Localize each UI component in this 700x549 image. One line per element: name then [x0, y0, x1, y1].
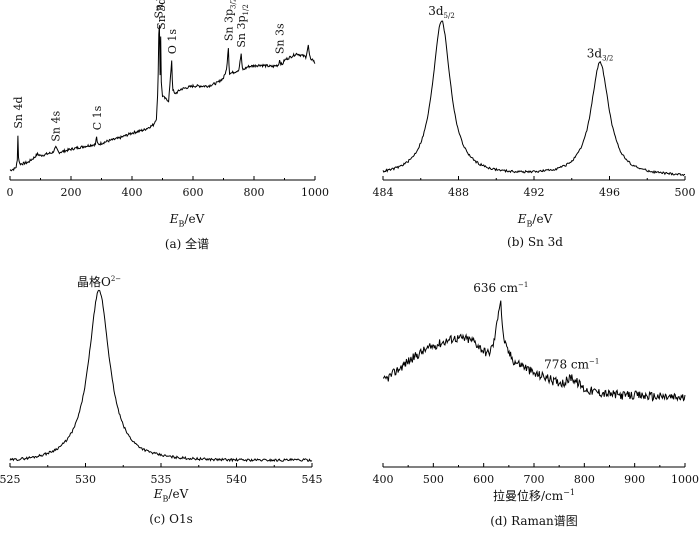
- x-tick-label-d-6: 1000: [671, 473, 699, 486]
- x-tick-label-d-0: 400: [373, 473, 394, 486]
- x-tick-label-c-2: 535: [151, 473, 172, 486]
- xlabel-unit: /eV: [532, 212, 553, 226]
- chart-b: 484 488 492 496 500 3d5/2 3d3/2: [373, 4, 696, 199]
- annotation-a-2: C 1s: [91, 105, 104, 130]
- series-line-c: [9, 289, 313, 463]
- xlabel-superscript: −1: [563, 488, 575, 497]
- xlabel-subscript: B: [526, 219, 533, 229]
- x-tick-label-d-3: 700: [524, 473, 545, 486]
- annotation-a-8: Sn 3s: [274, 23, 287, 54]
- x-tick-label-b-1: 488: [448, 186, 469, 199]
- annotation-a-1: Sn 4s: [50, 110, 63, 141]
- annotation-c-0: 晶格O2−: [77, 274, 121, 289]
- series-line-d: [383, 300, 686, 402]
- xlabel-unit: /eV: [168, 487, 189, 501]
- annotation-a-0: Sn 4d: [12, 96, 25, 128]
- annotation-b-0: 3d5/2: [428, 4, 455, 20]
- x-tick-label-a-2: 400: [122, 186, 143, 199]
- xlabel-symbol: E: [153, 487, 163, 501]
- annotation-a-5: O 1s: [166, 29, 179, 55]
- x-tick-label-b-4: 500: [675, 186, 696, 199]
- x-tick-label-b-0: 484: [373, 186, 394, 199]
- x-tick-label-c-3: 540: [226, 473, 247, 486]
- xlabel-unit: /eV: [184, 212, 205, 226]
- chart-c: 525 530 535 540 545 晶格O2−: [0, 274, 323, 486]
- x-tick-label-d-5: 900: [624, 473, 645, 486]
- annotation-a-7: Sn 3p1/2: [235, 4, 250, 47]
- x-tick-label-d-4: 800: [574, 473, 595, 486]
- caption-d: (d) Raman谱图: [490, 514, 578, 528]
- xlabel-subscript: B: [178, 219, 185, 229]
- x-tick-label-a-3: 600: [183, 186, 204, 199]
- x-tick-label-a-0: 0: [7, 186, 14, 199]
- annotation-a-4: Sn 3d3/2: [155, 0, 170, 30]
- x-tick-label-d-2: 600: [473, 473, 494, 486]
- series-line-a: [9, 25, 316, 172]
- x-tick-label-a-5: 1000: [301, 186, 329, 199]
- panel-c: 525 530 535 540 545 晶格O2− EB/eV (c) O1s: [0, 274, 350, 548]
- panel-d: 400 500 600 700 800 900 1000 636 cm−1 778 cm−1 拉…: [350, 274, 700, 548]
- xlabel-symbol: E: [169, 212, 179, 226]
- annotation-b-1: 3d3/2: [587, 46, 614, 62]
- xlabel-d: 拉曼位移/cm−1: [359, 487, 700, 504]
- x-tick-label-c-4: 545: [302, 473, 323, 486]
- x-tick-label-a-1: 200: [61, 186, 82, 199]
- caption-b: (b) Sn 3d: [507, 235, 563, 249]
- caption-a: (a) 全谱: [164, 237, 210, 251]
- annotation-a-3: Sn 3d5/2: [153, 0, 168, 18]
- caption-c: (c) O1s: [149, 512, 193, 526]
- x-tick-label-b-3: 496: [599, 186, 620, 199]
- x-tick-label-b-2: 492: [524, 186, 545, 199]
- xlabel-a: EB/eV: [12, 212, 362, 228]
- xlabel-symbol: E: [517, 212, 527, 226]
- x-tick-label-c-0: 525: [0, 473, 21, 486]
- xlabel-b: EB/eV: [360, 212, 700, 228]
- chart-d: 400 500 600 700 800 900 1000 636 cm−1 778 cm−1: [373, 281, 700, 486]
- xlabel-subscript: B: [162, 494, 169, 504]
- panel-b: 484 488 492 496 500 3d5/2 3d3/2 EB/eV (b) Sn 3…: [350, 0, 700, 274]
- x-tick-label-c-1: 530: [75, 473, 96, 486]
- series-line-b: [382, 20, 686, 177]
- annotation-a-6: Sn 3p3/2: [222, 0, 237, 41]
- annotation-d-0: 636 cm−1: [473, 281, 528, 295]
- x-tick-label-a-4: 800: [244, 186, 265, 199]
- x-tick-label-d-1: 500: [423, 473, 444, 486]
- annotation-d-1: 778 cm−1: [544, 357, 599, 371]
- xlabel-c: EB/eV: [0, 487, 346, 503]
- xlabel-text: 拉曼位移/cm: [493, 489, 564, 503]
